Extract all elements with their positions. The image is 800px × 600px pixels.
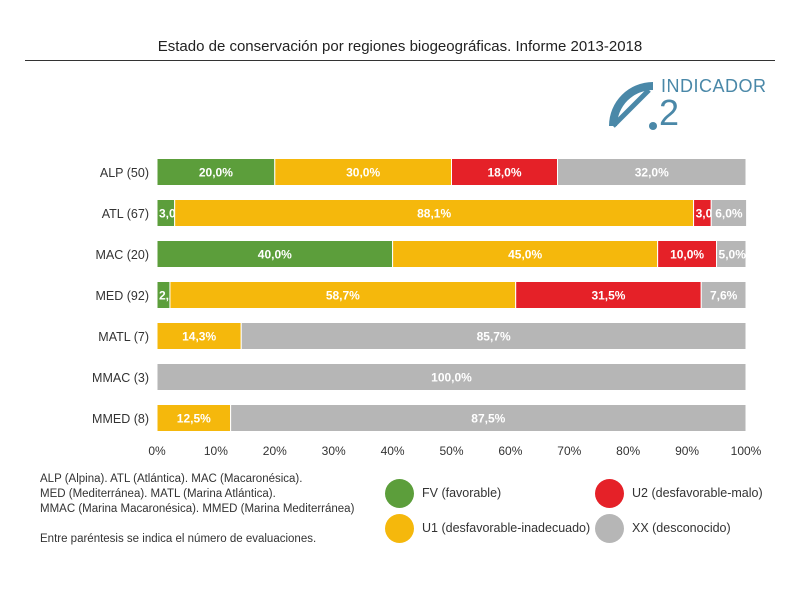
stacked-bar-chart: ALP (50) 20,0% 30,0% 18,0% 32,0%ATL (67) 3,0%… bbox=[92, 158, 762, 458]
x-tick-label: 90% bbox=[675, 444, 699, 458]
bar-segment-xx bbox=[710, 199, 748, 227]
bar-segment-u2 bbox=[657, 240, 718, 268]
category-label: MMAC (3) bbox=[92, 371, 149, 385]
data-label: 14,3% bbox=[182, 330, 216, 344]
data-label: 6,0% bbox=[715, 207, 743, 221]
bar-segment-fv bbox=[156, 158, 276, 186]
bar-segment-u1 bbox=[392, 240, 659, 268]
x-tick-label: 10% bbox=[204, 444, 228, 458]
legend-label-u1: U1 (desfavorable-inadecuado) bbox=[422, 521, 591, 535]
x-tick-label: 50% bbox=[439, 444, 463, 458]
bar-segment-u1 bbox=[156, 322, 242, 350]
bar-segment-fv bbox=[156, 240, 394, 268]
chart-title: Estado de conservación por regiones biog… bbox=[157, 38, 643, 55]
data-label: 10,0% bbox=[670, 248, 704, 262]
bar-segment-u1 bbox=[274, 158, 452, 186]
category-label: MMED (8) bbox=[92, 412, 149, 426]
data-label: 58,7% bbox=[326, 289, 360, 303]
bar-segment-xx bbox=[557, 158, 747, 186]
legend-label-u2: U2 (desfavorable-malo) bbox=[632, 486, 763, 500]
indicator-number: 2 bbox=[659, 92, 680, 133]
gauge-icon bbox=[609, 82, 657, 130]
legend-swatch-xx bbox=[595, 514, 624, 543]
data-label: 20,0% bbox=[199, 166, 233, 180]
data-label: 18,0% bbox=[487, 166, 521, 180]
data-label: 85,7% bbox=[477, 330, 511, 344]
x-tick-label: 0% bbox=[148, 444, 166, 458]
x-tick-label: 20% bbox=[263, 444, 287, 458]
category-label: MAC (20) bbox=[96, 248, 149, 262]
abbreviation-line: MMAC (Marina Macaronésica). MMED (Marina… bbox=[40, 503, 355, 515]
data-label: 88,1% bbox=[417, 207, 451, 221]
legend-label-fv: FV (favorable) bbox=[422, 486, 502, 500]
evaluations-note: Entre paréntesis se indica el número de … bbox=[40, 533, 317, 545]
legend-label-xx: XX (desconocido) bbox=[632, 521, 731, 535]
x-tick-label: 100% bbox=[731, 444, 762, 458]
data-label: 87,5% bbox=[471, 412, 505, 426]
data-label: 31,5% bbox=[591, 289, 625, 303]
x-tick-label: 40% bbox=[381, 444, 405, 458]
data-label: 5,0% bbox=[719, 248, 747, 262]
data-label: 32,0% bbox=[635, 166, 669, 180]
indicator-label: INDICADOR bbox=[661, 76, 767, 96]
legend-swatch-fv bbox=[385, 479, 414, 508]
bar-segment-xx bbox=[240, 322, 747, 350]
bar-segment-xx bbox=[156, 363, 747, 391]
x-tick-label: 60% bbox=[498, 444, 522, 458]
bar-segment-xx bbox=[700, 281, 747, 309]
x-tick-label: 70% bbox=[557, 444, 581, 458]
indicator-badge: INDICADOR 2 bbox=[605, 70, 775, 140]
x-tick-label: 80% bbox=[616, 444, 640, 458]
title-divider bbox=[25, 60, 775, 61]
data-label: 45,0% bbox=[508, 248, 542, 262]
legend-swatch-u2 bbox=[595, 479, 624, 508]
category-label: MED (92) bbox=[96, 289, 149, 303]
data-label: 12,5% bbox=[177, 412, 211, 426]
bar-segment-xx bbox=[716, 240, 747, 268]
data-label: 30,0% bbox=[346, 166, 380, 180]
abbreviations-block: ALP (Alpina). ATL (Atlántica). MAC (Maca… bbox=[40, 472, 354, 517]
data-label: 7,6% bbox=[710, 289, 738, 303]
bar-segment-xx bbox=[230, 404, 747, 432]
data-label: 40,0% bbox=[258, 248, 292, 262]
category-label: ALP (50) bbox=[100, 166, 149, 180]
legend-swatch-u1 bbox=[385, 514, 414, 543]
category-label: ATL (67) bbox=[102, 207, 149, 221]
abbreviation-line: ALP (Alpina). ATL (Atlántica). MAC (Maca… bbox=[40, 473, 303, 485]
category-label: MATL (7) bbox=[98, 330, 149, 344]
data-label: 100,0% bbox=[431, 371, 472, 385]
abbreviation-line: MED (Mediterránea). MATL (Marina Atlánti… bbox=[40, 488, 276, 500]
x-tick-label: 30% bbox=[322, 444, 346, 458]
